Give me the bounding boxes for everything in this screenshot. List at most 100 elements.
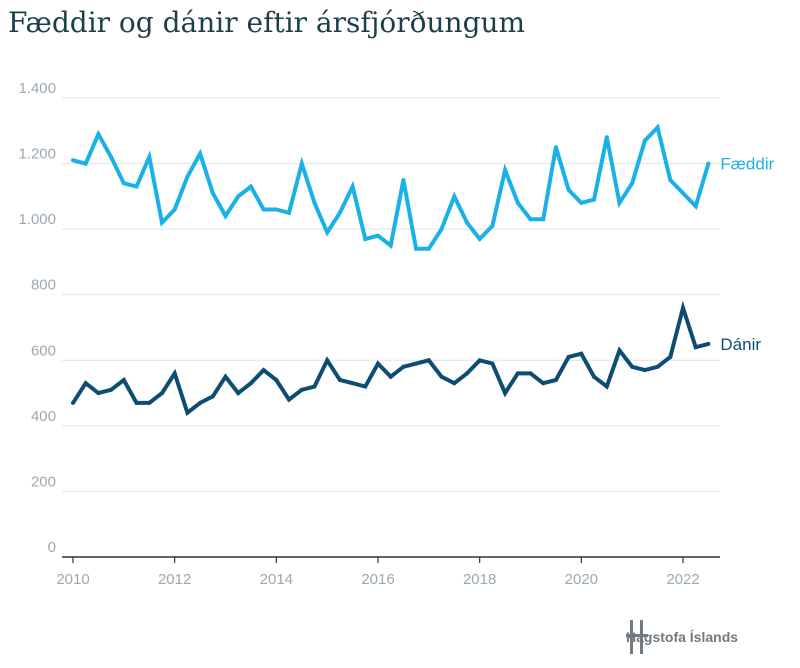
data-point [515, 371, 520, 376]
data-point [160, 391, 164, 396]
x-tick-label: 2016 [361, 571, 394, 588]
data-point [401, 364, 406, 369]
series-lines [71, 123, 711, 417]
data-point [147, 155, 152, 159]
data-point [528, 371, 533, 376]
data-point [693, 204, 698, 209]
y-tick-label: 0 [48, 539, 56, 556]
data-point [490, 223, 495, 228]
data-point [579, 200, 584, 205]
data-point [83, 381, 88, 386]
brand-name: Hagstofa Íslands [626, 629, 739, 645]
data-point [325, 230, 330, 235]
data-point [528, 217, 533, 222]
data-point [223, 214, 228, 218]
series-label-danir: Dánir [720, 335, 761, 354]
y-tick-label: 1.400 [18, 80, 56, 97]
data-point [592, 197, 596, 202]
data-point [134, 400, 139, 405]
series-label-faeddir: Fæddir [720, 155, 774, 174]
data-point [439, 227, 444, 232]
data-point [426, 246, 431, 251]
series-labels: Fæddir Dánir [720, 155, 774, 354]
data-point [210, 394, 215, 399]
data-point [121, 181, 126, 186]
data-point [668, 178, 673, 182]
data-point [566, 187, 571, 192]
data-point [630, 181, 635, 186]
data-point [693, 345, 698, 350]
data-point [71, 158, 75, 163]
data-point [681, 305, 685, 310]
data-point [109, 387, 114, 392]
data-point [503, 391, 508, 396]
data-point [261, 207, 266, 212]
data-point [83, 161, 88, 166]
y-axis-ticks: 0 200 400 600 800 1.000 1.200 1.400 [18, 80, 56, 556]
data-point [274, 378, 279, 382]
data-point [630, 364, 635, 369]
data-point [553, 145, 558, 150]
data-point [71, 400, 75, 405]
data-point [198, 400, 203, 405]
data-point [604, 135, 609, 140]
y-tick-label: 400 [31, 408, 56, 425]
y-tick-label: 600 [31, 342, 56, 359]
x-axis: 2010 2012 2014 2016 2018 2020 2022 [56, 557, 700, 588]
data-point [210, 191, 215, 196]
x-tick-label: 2020 [565, 571, 598, 588]
data-point [515, 200, 520, 205]
data-point [287, 210, 291, 215]
data-point [579, 351, 584, 356]
data-point [363, 384, 368, 389]
data-point [452, 381, 457, 386]
data-point [248, 184, 253, 189]
data-point [490, 361, 495, 366]
data-point [426, 358, 431, 363]
data-point [566, 355, 571, 359]
data-point [160, 220, 164, 225]
data-point [96, 391, 101, 396]
data-point [668, 355, 673, 359]
data-point [465, 220, 469, 225]
data-point [617, 200, 622, 205]
y-tick-label: 200 [31, 473, 56, 490]
data-point [604, 384, 609, 389]
data-point [681, 191, 685, 196]
data-point [363, 237, 368, 241]
data-point [261, 368, 266, 373]
data-point [706, 161, 711, 166]
hagstofa-logo-icon [626, 620, 648, 654]
data-point [388, 243, 393, 248]
data-point [655, 364, 660, 369]
data-point [477, 237, 482, 241]
data-point [172, 371, 177, 376]
data-point [655, 125, 660, 130]
data-point [96, 132, 101, 137]
data-point [617, 348, 622, 353]
data-point [541, 381, 546, 386]
data-point [236, 391, 241, 396]
data-point [706, 341, 711, 346]
data-point [337, 378, 342, 382]
data-point [185, 410, 190, 415]
data-point [185, 174, 190, 179]
data-point [147, 400, 152, 405]
grid-lines [62, 97, 720, 558]
data-point [350, 381, 355, 386]
data-point [414, 246, 419, 251]
data-point [477, 358, 482, 363]
data-point [553, 378, 558, 382]
data-point [248, 381, 253, 386]
data-point [388, 374, 393, 379]
data-point [452, 194, 457, 199]
x-tick-label: 2014 [260, 571, 293, 588]
data-point [414, 361, 419, 366]
data-point [465, 371, 469, 376]
series-line-faeddir [72, 123, 711, 251]
data-point [592, 374, 596, 379]
data-point [121, 378, 126, 382]
data-point [287, 397, 291, 402]
x-tick-label: 2012 [158, 571, 191, 588]
